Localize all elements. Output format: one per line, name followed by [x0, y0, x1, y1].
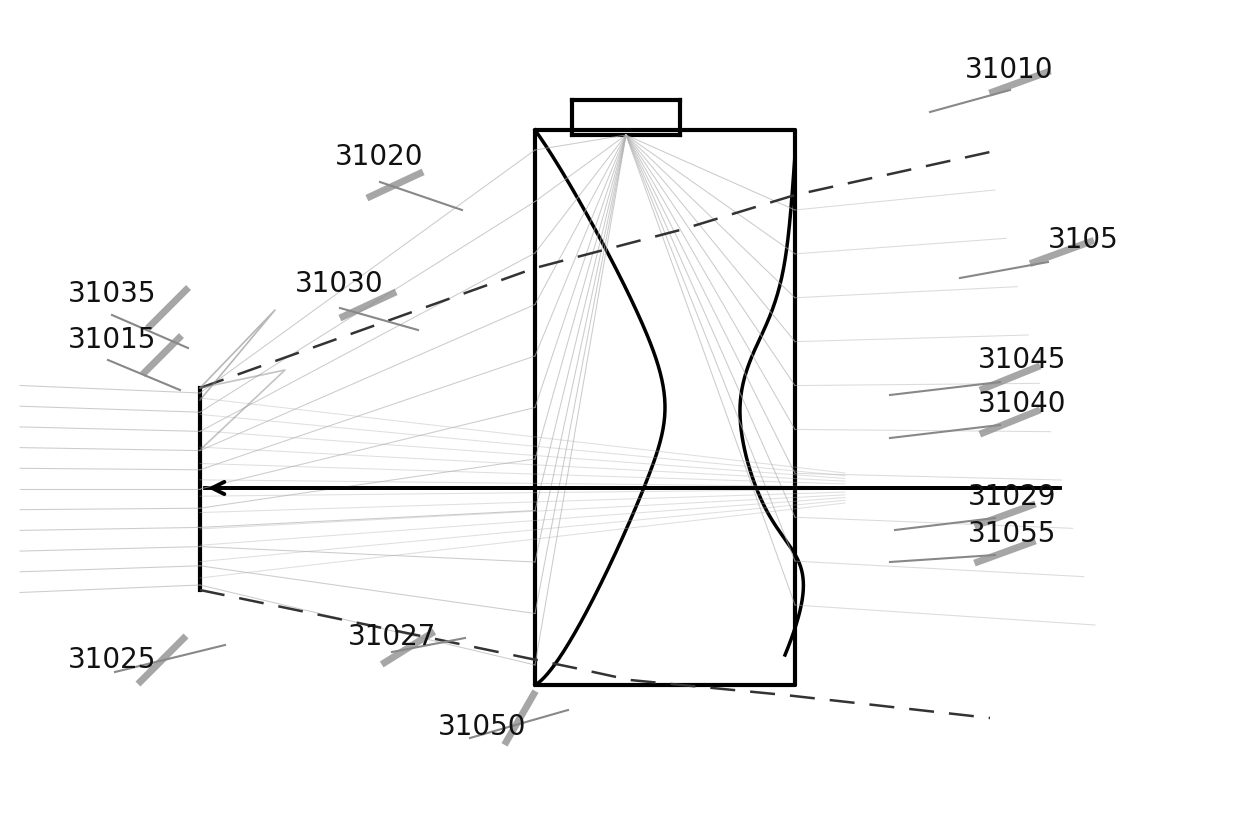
- Text: 31045: 31045: [978, 346, 1066, 374]
- Text: 31020: 31020: [335, 143, 424, 171]
- Text: 31035: 31035: [68, 280, 156, 308]
- Text: 31027: 31027: [348, 623, 436, 651]
- Text: 31015: 31015: [68, 326, 156, 354]
- Text: 31055: 31055: [968, 520, 1056, 548]
- Text: 31029: 31029: [968, 483, 1056, 511]
- Text: 31030: 31030: [295, 270, 383, 298]
- Text: 31010: 31010: [965, 56, 1054, 84]
- Text: 3105: 3105: [1048, 226, 1118, 254]
- Text: 31025: 31025: [68, 646, 156, 674]
- Text: 31050: 31050: [438, 713, 527, 741]
- Text: 31040: 31040: [978, 390, 1066, 418]
